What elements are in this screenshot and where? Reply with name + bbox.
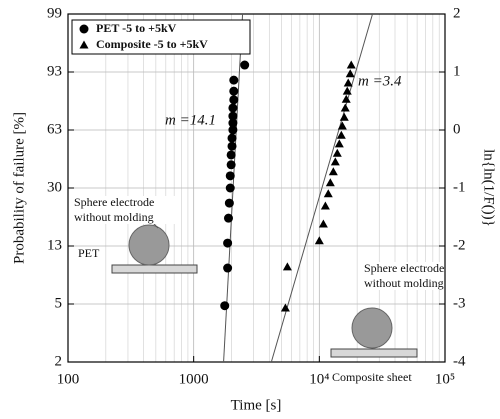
electrode-shape	[128, 224, 170, 266]
point	[229, 86, 239, 96]
y-tick-label: 30	[47, 179, 62, 195]
point	[228, 125, 238, 135]
point	[320, 201, 330, 210]
legend-label: Composite -5 to +5kV	[96, 37, 208, 51]
y-tick-label: 13	[47, 237, 62, 253]
substrate-label: Composite sheet	[332, 370, 412, 384]
point	[314, 236, 324, 245]
point	[224, 198, 234, 208]
point	[343, 78, 353, 87]
plot-area	[67, 13, 446, 363]
fit-line	[270, 14, 374, 362]
substrate-shape	[111, 264, 198, 274]
point	[318, 219, 328, 228]
substrate-label: PET	[78, 246, 100, 260]
point	[340, 103, 350, 112]
point	[226, 160, 236, 170]
y2-tick-label: 0	[453, 121, 461, 137]
point	[229, 75, 239, 85]
y2-tick-label: -1	[453, 179, 466, 195]
legend-marker	[79, 40, 89, 49]
point	[328, 167, 338, 176]
annotation: m =3.4	[358, 73, 402, 89]
point	[342, 86, 352, 95]
point	[282, 262, 292, 271]
point	[334, 139, 344, 148]
point	[229, 95, 239, 105]
point	[346, 60, 356, 69]
x-tick-label: 100	[57, 371, 80, 387]
point	[228, 118, 238, 128]
inset-label: Sphere electrode	[74, 195, 154, 209]
point	[341, 94, 351, 103]
point	[339, 112, 349, 121]
point	[337, 121, 347, 130]
point	[220, 301, 230, 311]
x-tick-label: 10⁴	[309, 371, 329, 387]
y-tick-label: 5	[55, 295, 63, 311]
point	[225, 171, 235, 181]
y-tick-label: 2	[55, 353, 63, 369]
point	[330, 157, 340, 166]
annotation: m =14.1	[165, 112, 216, 128]
point	[227, 141, 237, 151]
plot-frame	[67, 13, 446, 363]
point	[323, 189, 333, 198]
y-tick-label: 63	[47, 121, 62, 137]
inset-label: Sphere electrode	[364, 261, 444, 275]
point	[280, 303, 290, 312]
y2-tick-label: 1	[453, 63, 461, 79]
point	[227, 133, 237, 143]
y-tick-label: 99	[47, 5, 62, 21]
y2-tick-label: -2	[453, 237, 466, 253]
point	[223, 213, 233, 223]
legend-marker	[79, 24, 89, 34]
label-bg	[360, 262, 444, 290]
inset-pet: Sphere electrode without molding PET	[70, 195, 198, 274]
electrode-shape	[351, 307, 393, 349]
y2-tick-label: -3	[453, 295, 466, 311]
inset-label: without molding	[74, 210, 154, 224]
substrate-shape	[330, 348, 418, 358]
x-axis-label: Time [s]	[231, 397, 282, 413]
point	[225, 183, 235, 193]
point	[332, 148, 342, 157]
point	[223, 238, 233, 248]
x-tick-label: 10⁵	[435, 371, 455, 387]
point	[228, 103, 238, 113]
legend-box	[71, 19, 251, 55]
label-bg	[328, 370, 428, 386]
label-bg	[70, 196, 178, 224]
point	[226, 150, 236, 160]
point	[345, 69, 355, 78]
point	[223, 263, 233, 273]
point	[228, 111, 238, 121]
y-axis-label: Probability of failure [%]	[11, 112, 27, 264]
y2-tick-label: -4	[453, 353, 466, 369]
y-tick-label: 93	[47, 63, 62, 79]
y2-axis-label: ln{ln(1/F())}	[481, 149, 497, 227]
point	[240, 60, 250, 70]
point	[336, 130, 346, 139]
inset-composite: Sphere electrode without molding Composi…	[328, 261, 444, 386]
y2-tick-label: 2	[453, 5, 461, 21]
legend-label: PET -5 to +5kV	[96, 21, 177, 35]
x-tick-label: 1000	[179, 371, 209, 387]
inset-label: without molding	[364, 276, 444, 290]
point	[325, 178, 335, 187]
